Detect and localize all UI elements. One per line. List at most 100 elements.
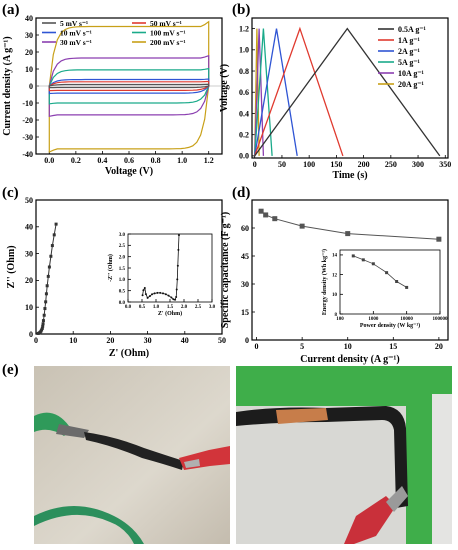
y-tick-label: 60 bbox=[241, 224, 249, 233]
x-tick-label: 350 bbox=[439, 160, 451, 169]
y-axis-label: Energy density (Wh kg⁻¹) bbox=[321, 249, 328, 315]
y-tick-label: -40 bbox=[22, 150, 33, 159]
capacitance-point bbox=[263, 212, 269, 218]
inset-nyquist-point bbox=[177, 248, 180, 251]
legend-label: 0.5A g⁻¹ bbox=[398, 25, 427, 34]
y-tick-label: 0.0 bbox=[239, 152, 249, 161]
nyquist-point bbox=[41, 324, 45, 328]
nyquist-point bbox=[41, 319, 45, 323]
gcd-curve bbox=[254, 28, 260, 156]
x-tick-label: 0.0 bbox=[125, 305, 132, 310]
x-axis-label: Power density (W kg⁻¹) bbox=[360, 322, 420, 329]
nyquist-point bbox=[45, 284, 49, 288]
panel-b-gcd-chart: 0 50 100 150 200 250 300 350 0.0 0.2 0.4 0.6 0.8 1.0 1… bbox=[219, 17, 451, 181]
x-axis-label: Voltage (V) bbox=[105, 166, 153, 177]
inset-nyquist-point bbox=[146, 296, 149, 299]
x-tick-label: 0 bbox=[255, 342, 259, 351]
x-tick-label: 50 bbox=[278, 160, 286, 169]
legend-label: 1A g⁻¹ bbox=[398, 36, 421, 45]
y-tick-label: 0 bbox=[245, 336, 249, 345]
y-tick-label: 3.0 bbox=[119, 233, 126, 238]
y-tick-label: 8 bbox=[335, 313, 338, 318]
ragone-point bbox=[385, 271, 389, 275]
nyquist-line bbox=[37, 224, 57, 334]
inset-nyquist-point bbox=[176, 278, 179, 281]
x-tick-label: 0 bbox=[253, 160, 257, 169]
nyquist-point bbox=[52, 233, 56, 237]
y-axis-label: Specific capacitance (F g⁻¹) bbox=[220, 212, 231, 328]
legend-label: 50 mV s⁻¹ bbox=[150, 19, 182, 28]
y-tick-label: 30 bbox=[241, 280, 249, 289]
gcd-curve bbox=[254, 28, 298, 157]
legend-label: 5A g⁻¹ bbox=[398, 58, 421, 67]
y-tick-label: 0.2 bbox=[239, 130, 249, 139]
x-tick-label: 1.0 bbox=[177, 156, 187, 165]
y-axis-label: -Z'' (Ohm) bbox=[107, 254, 114, 282]
x-tick-label: 3.0 bbox=[209, 305, 216, 310]
y-tick-label: 20 bbox=[25, 276, 33, 285]
y-tick-label: -10 bbox=[22, 99, 33, 108]
y-axis-label: Current density (A g⁻¹) bbox=[2, 36, 13, 135]
x-tick-label: 10 bbox=[344, 342, 352, 351]
legend-label: 10A g⁻¹ bbox=[398, 69, 425, 78]
ragone-point bbox=[351, 254, 355, 258]
y-tick-label: 14 bbox=[332, 254, 338, 259]
y-tick-label: 50 bbox=[25, 196, 33, 205]
y-tick-label: 0 bbox=[29, 82, 33, 91]
x-tick-label: 1000 bbox=[368, 317, 379, 322]
x-tick-label: 200 bbox=[358, 160, 370, 169]
y-tick-label: 30 bbox=[25, 249, 33, 258]
inset-nyquist-point bbox=[164, 293, 167, 296]
panel-label-d: (d) bbox=[232, 185, 251, 201]
nyquist-point bbox=[43, 307, 47, 311]
inset-nyquist-point bbox=[144, 293, 147, 296]
inset-nyquist-point bbox=[172, 298, 175, 301]
x-tick-label: 15 bbox=[389, 342, 397, 351]
x-tick-label: 250 bbox=[385, 160, 397, 169]
inset-nyquist-point bbox=[176, 264, 179, 267]
y-tick-label: 30 bbox=[25, 31, 33, 40]
x-tick-label: 100 bbox=[336, 317, 344, 322]
photo-flexible-device-flat bbox=[34, 366, 230, 544]
inset-nyquist-point bbox=[167, 294, 170, 297]
panel-d-capacitance-chart: 0 5 10 15 20 0 15 30 45 60 Current density (A g⁻¹)… bbox=[220, 199, 449, 365]
y-tick-label: 12 bbox=[332, 273, 338, 278]
capacitance-point bbox=[345, 231, 351, 237]
inset-nyquist-point bbox=[142, 289, 145, 292]
nyquist-point bbox=[50, 244, 54, 248]
y-tick-label: 0.8 bbox=[239, 67, 249, 76]
inset-nyquist-point bbox=[170, 296, 173, 299]
x-tick-label: 0.5 bbox=[139, 305, 146, 310]
x-axis-label: Current density (A g⁻¹) bbox=[300, 354, 399, 365]
inset-nyquist-point bbox=[148, 295, 151, 298]
nyquist-point bbox=[40, 328, 44, 332]
inset-nyquist-point bbox=[175, 288, 178, 291]
x-tick-label: 0.0 bbox=[44, 156, 54, 165]
nyquist-point bbox=[44, 300, 48, 304]
panel-label-c: (c) bbox=[2, 185, 19, 201]
capacitance-point bbox=[258, 208, 264, 214]
x-tick-label: 1.2 bbox=[204, 156, 214, 165]
legend-label: 10 mV s⁻¹ bbox=[60, 29, 92, 38]
x-tick-label: 2.0 bbox=[181, 305, 188, 310]
nyquist-point bbox=[46, 274, 50, 278]
y-axis-label: Z'' (Ohm) bbox=[6, 245, 17, 288]
gcd-curve bbox=[254, 26, 344, 157]
x-tick-label: 1.5 bbox=[167, 305, 174, 310]
inset-nyquist-line bbox=[142, 235, 180, 301]
x-tick-label: 0.2 bbox=[71, 156, 81, 165]
x-tick-label: 10 bbox=[69, 336, 77, 345]
y-tick-label: 1.5 bbox=[119, 267, 126, 272]
y-tick-label: 10 bbox=[25, 65, 33, 74]
x-tick-label: 100000 bbox=[433, 317, 449, 322]
inset-nyquist-point bbox=[151, 293, 154, 296]
legend-label: 200 mV s⁻¹ bbox=[150, 38, 186, 47]
photo-flexible-device-bent bbox=[236, 366, 452, 544]
x-tick-label: 2.5 bbox=[195, 305, 202, 310]
x-tick-label: 100 bbox=[303, 160, 315, 169]
y-tick-label: 45 bbox=[241, 252, 249, 261]
panel-label-e: (e) bbox=[2, 362, 19, 378]
y-tick-label: 0.6 bbox=[239, 88, 249, 97]
x-tick-label: 5 bbox=[300, 342, 304, 351]
